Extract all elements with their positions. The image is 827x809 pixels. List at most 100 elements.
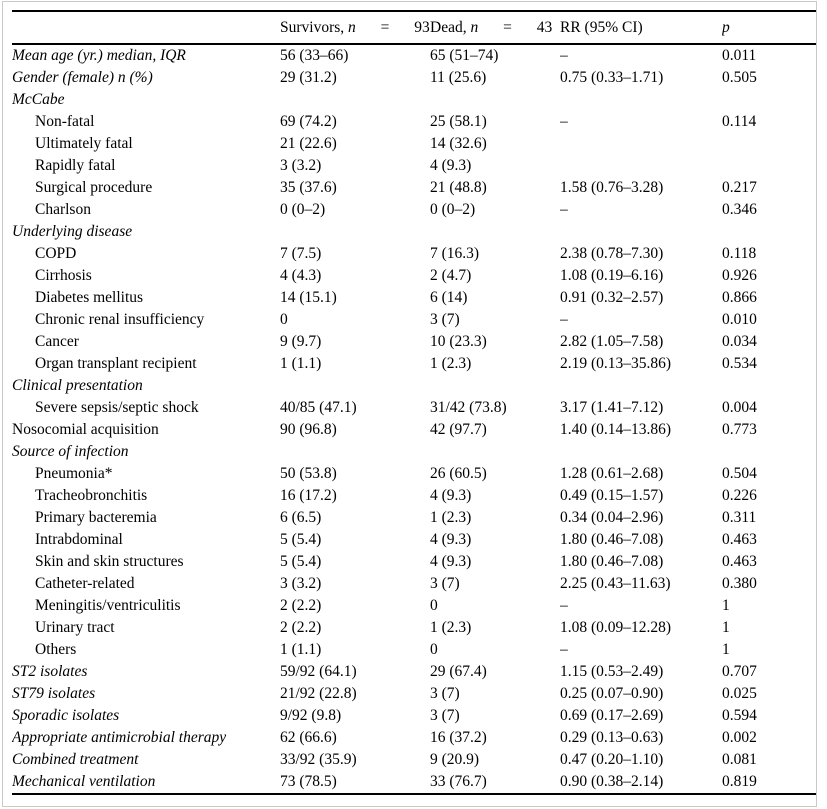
- p-value: 0.025: [722, 685, 757, 702]
- p-value: 0.866: [722, 289, 757, 306]
- dead-value: 33 (76.7): [430, 771, 560, 795]
- survivors-value: 5 (5.4): [280, 553, 322, 570]
- table-row: Meningitis/ventriculitis 2 (2.2) 0 – 1: [12, 595, 816, 617]
- survivors-value: 29 (31.2): [280, 69, 337, 86]
- survivors-value: 69 (74.2): [280, 113, 337, 130]
- dead-value: [430, 441, 560, 463]
- survivors-value: 0 (0–2): [280, 201, 326, 218]
- table-row: Ultimately fatal 21 (22.6) 14 (32.6): [12, 133, 816, 155]
- rr-value: 0.25 (0.07–0.90): [560, 685, 664, 702]
- dead-value: 1 (2.3): [430, 355, 472, 372]
- survivors-value: [280, 89, 430, 111]
- p-value: 0.114: [722, 113, 757, 130]
- rr-value: 0.49 (0.15–1.57): [560, 487, 664, 504]
- dead-value: [430, 375, 560, 397]
- p-value: 0.311: [722, 509, 757, 526]
- table-row: Appropriate antimicrobial therapy 62 (66…: [12, 727, 816, 749]
- table-header: Survivors, n = 93 Dead, n = 43 RR (95% C…: [12, 10, 816, 45]
- row-label: Urinary tract: [35, 619, 115, 636]
- dead-value: 1 (2.3): [430, 619, 472, 636]
- survivors-value: [280, 375, 430, 397]
- row-label: Underlying disease: [12, 223, 133, 240]
- row-label: Chronic renal insufficiency: [35, 311, 205, 328]
- dead-value: 11 (25.6): [430, 69, 487, 86]
- p-value: 0.010: [722, 311, 757, 328]
- dead-value: 4 (9.3): [430, 157, 472, 174]
- dead-value: 10 (23.3): [430, 333, 487, 350]
- survivors-value: 50 (53.8): [280, 465, 337, 482]
- row-label: COPD: [35, 245, 77, 262]
- row-label: Primary bacteremia: [35, 509, 157, 526]
- row-label: Intrabdominal: [35, 531, 123, 548]
- row-label: ST2 isolates: [12, 663, 88, 680]
- rr-value: [560, 375, 722, 397]
- dead-equals-sign: =: [503, 18, 512, 36]
- survivors-value: 9/92 (9.8): [280, 707, 342, 724]
- survivors-value: 0: [280, 311, 288, 328]
- rr-value: 2.82 (1.05–7.58): [560, 333, 664, 350]
- table-row: Nosocomial acquisition 90 (96.8) 42 (97.…: [12, 419, 816, 441]
- p-value: [722, 221, 816, 243]
- table-row: Tracheobronchitis 16 (17.2) 4 (9.3) 0.49…: [12, 485, 816, 507]
- dead-value: 1 (2.3): [430, 509, 472, 526]
- p-value: 1: [722, 597, 730, 614]
- p-value: [722, 441, 816, 463]
- table-row: Charlson 0 (0–2) 0 (0–2) – 0.346: [12, 199, 816, 221]
- table-row: Gender (female) n (%) 29 (31.2) 11 (25.6…: [12, 67, 816, 89]
- survivors-n-symbol: n: [348, 18, 356, 36]
- row-label: Gender (female) n (%): [12, 69, 153, 86]
- survivors-value: 6 (6.5): [280, 509, 322, 526]
- dead-value: 4 (9.3): [430, 487, 472, 504]
- rr-value: –: [560, 113, 568, 130]
- survivors-value: 56 (33–66): [280, 47, 349, 64]
- p-value: 0.118: [722, 245, 757, 262]
- p-value: 0.004: [722, 399, 757, 416]
- dead-value: 3 (7): [430, 707, 460, 724]
- row-label: Sporadic isolates: [12, 707, 120, 724]
- survivors-value: 9 (9.7): [280, 333, 322, 350]
- row-label: Surgical procedure: [35, 179, 153, 196]
- table-row: ST79 isolates 21/92 (22.8) 3 (7) 0.25 (0…: [12, 683, 816, 705]
- p-value: 0.594: [722, 707, 757, 724]
- rr-value: 0.34 (0.04–2.96): [560, 509, 664, 526]
- row-label: Nosocomial acquisition: [12, 421, 159, 438]
- row-label: Meningitis/ventriculitis: [35, 597, 181, 614]
- row-label: Ultimately fatal: [35, 135, 133, 152]
- survivors-header-text: Survivors,: [280, 18, 345, 36]
- survivors-value: 2 (2.2): [280, 619, 322, 636]
- p-value: 0.534: [722, 355, 757, 372]
- row-label: Catheter-related: [35, 575, 135, 592]
- p-value: 1: [722, 641, 730, 658]
- row-label: Charlson: [35, 201, 91, 218]
- p-value: 0.011: [722, 47, 757, 64]
- table-row: Cirrhosis 4 (4.3) 2 (4.7) 1.08 (0.19–6.1…: [12, 265, 816, 287]
- rr-value: 0.75 (0.33–1.71): [560, 69, 664, 86]
- rr-value: [560, 133, 722, 155]
- dead-value: 6 (14): [430, 289, 468, 306]
- row-label: Appropriate antimicrobial therapy: [12, 729, 227, 746]
- dead-value: 25 (58.1): [430, 113, 487, 130]
- row-label: Rapidly fatal: [35, 157, 116, 174]
- row-label: McCabe: [12, 91, 65, 108]
- survivors-value: 3 (3.2): [280, 575, 322, 592]
- p-value: 0.926: [722, 267, 757, 284]
- row-label: Non-fatal: [35, 113, 95, 130]
- rr-value: [560, 441, 722, 463]
- survivors-value: 7 (7.5): [280, 245, 322, 262]
- row-label: Skin and skin structures: [35, 553, 184, 570]
- row-label: Cirrhosis: [35, 267, 92, 284]
- header-p: p: [722, 10, 816, 45]
- dead-value: 2 (4.7): [430, 267, 472, 284]
- table-row: Cancer 9 (9.7) 10 (23.3) 2.82 (1.05–7.58…: [12, 331, 816, 353]
- table-row: Combined treatment 33/92 (35.9) 9 (20.9)…: [12, 749, 816, 771]
- dead-value: 26 (60.5): [430, 465, 487, 482]
- header-row: Survivors, n = 93 Dead, n = 43 RR (95% C…: [12, 10, 816, 45]
- survivors-value: 4 (4.3): [280, 267, 322, 284]
- dead-value: 7 (16.3): [430, 245, 480, 262]
- row-label: ST79 isolates: [12, 685, 96, 702]
- dead-n-symbol: n: [470, 18, 479, 36]
- survivors-value: 59/92 (64.1): [280, 663, 357, 680]
- dead-value: 42 (97.7): [430, 421, 487, 438]
- p-value: 0.217: [722, 179, 757, 196]
- survivors-value: 14 (15.1): [280, 289, 337, 306]
